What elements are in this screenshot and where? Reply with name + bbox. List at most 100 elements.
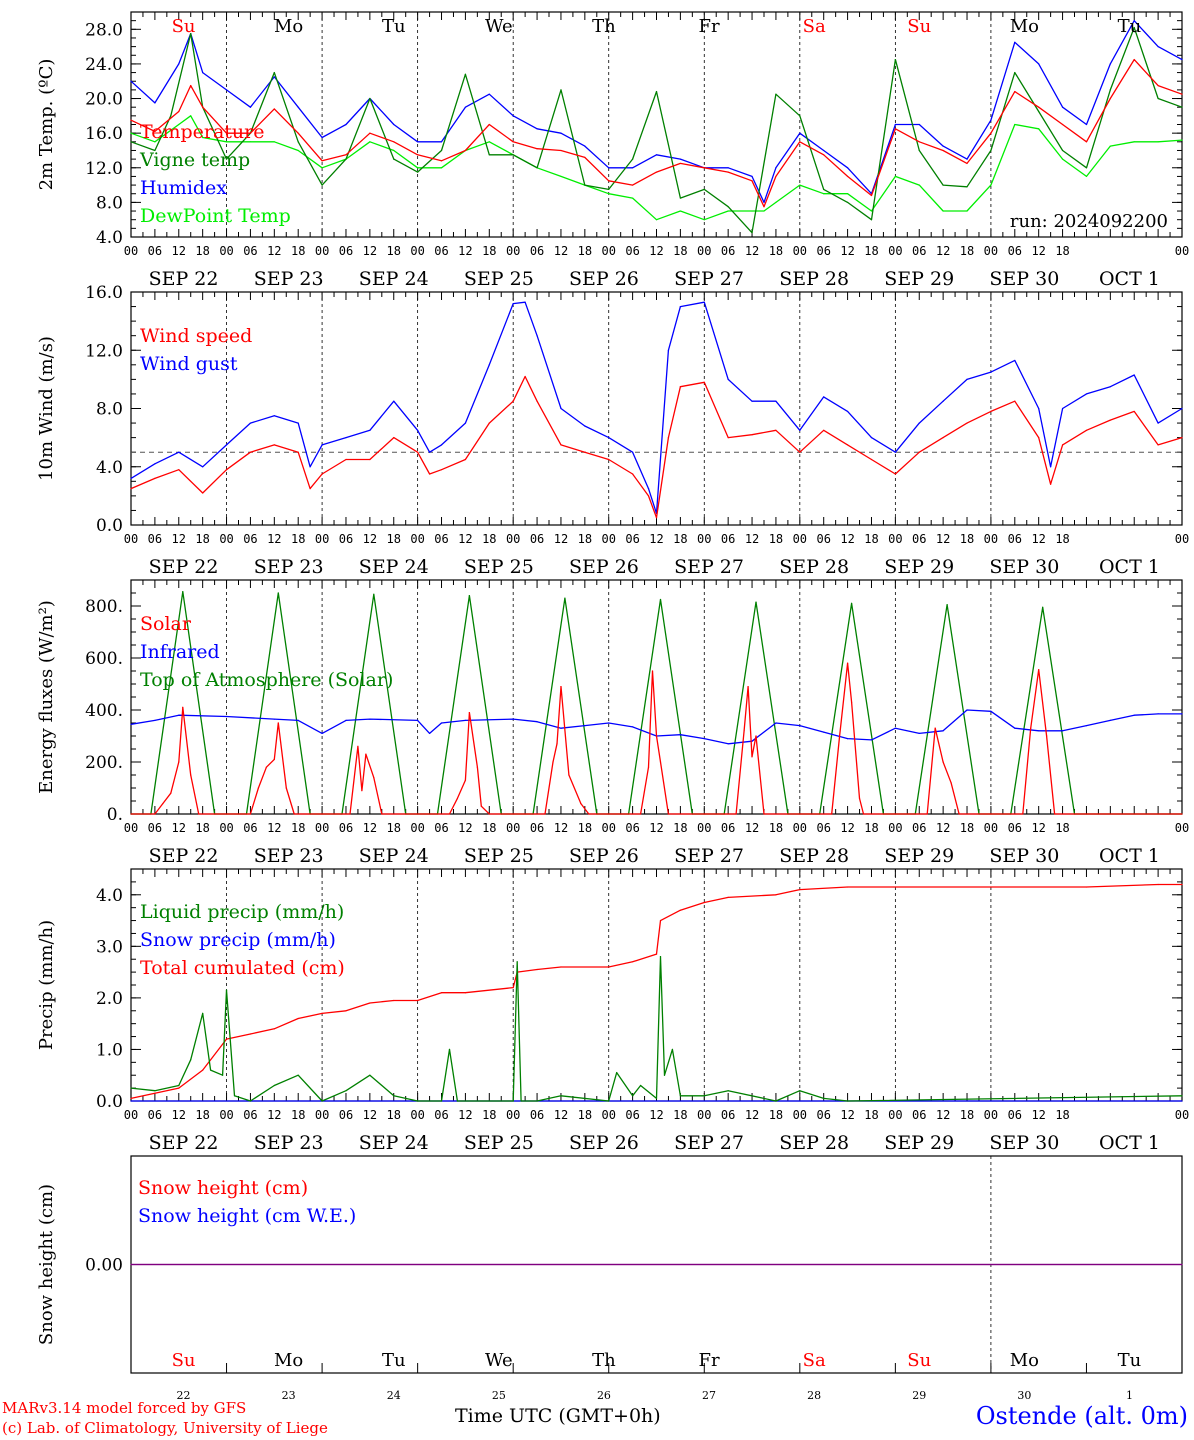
data-point (918, 149, 920, 152)
data-point (1085, 141, 1088, 143)
data-point (1181, 883, 1183, 886)
hour-tick-label: 06 (148, 532, 162, 546)
data-point (608, 966, 610, 968)
data-point (918, 123, 920, 126)
hour-tick-label: 12 (172, 821, 186, 835)
hour-tick-label: 12 (745, 244, 759, 258)
data-point (846, 201, 849, 203)
data-point (130, 1087, 132, 1089)
data-point (1109, 89, 1111, 91)
hour-tick-label: 00 (984, 244, 998, 258)
data-point (225, 715, 228, 718)
hour-tick-label: 18 (769, 1108, 783, 1122)
data-point (751, 210, 753, 212)
hour-tick-label: 12 (458, 244, 472, 258)
data-point (1109, 719, 1111, 722)
data-point (580, 803, 582, 805)
data-point (870, 194, 873, 197)
data-point (202, 466, 204, 468)
data-point (321, 160, 323, 162)
data-point (488, 813, 490, 815)
data-point (846, 167, 849, 169)
data-point (608, 180, 610, 182)
data-point (480, 805, 482, 807)
panel-frame (130, 579, 1183, 815)
data-point (512, 400, 514, 402)
data-point (162, 803, 164, 805)
data-point (373, 777, 375, 779)
hour-tick-label: 12 (363, 1108, 377, 1122)
data-point (990, 410, 992, 413)
hour-tick-label: 00 (602, 1108, 616, 1122)
data-point (588, 813, 590, 815)
hour-tick-label: 00 (410, 821, 424, 835)
data-point (1157, 84, 1159, 87)
data-point (468, 712, 470, 714)
data-point (1061, 158, 1064, 160)
data-point (616, 1072, 618, 1074)
data-point (488, 364, 490, 366)
hour-tick-label: 18 (673, 1108, 687, 1122)
data-point (225, 132, 228, 134)
hour-tick-label: 06 (243, 532, 257, 546)
data-point (990, 132, 992, 134)
hour-tick-label: 00 (506, 532, 520, 546)
data-point (417, 451, 419, 453)
hour-tick-label: 18 (960, 1108, 974, 1122)
data-point (1085, 175, 1088, 178)
data-point (942, 145, 944, 147)
data-point (894, 813, 896, 815)
data-point (369, 1002, 371, 1004)
hour-tick-label: 06 (339, 821, 353, 835)
data-point (727, 171, 729, 173)
day-number-label: 27 (702, 1389, 716, 1402)
hour-tick-label: 12 (840, 244, 854, 258)
data-point (249, 422, 252, 424)
y-tick-label: 4.0 (96, 228, 123, 248)
data-point (349, 813, 351, 815)
hour-tick-label: 00 (124, 821, 138, 835)
data-point (703, 1095, 705, 1097)
data-point (942, 437, 944, 439)
hour-tick-label: 18 (291, 1108, 305, 1122)
hour-tick-label: 18 (864, 532, 878, 546)
data-point (154, 141, 156, 143)
hour-tick-label: 00 (506, 1108, 520, 1122)
data-point (417, 813, 419, 815)
data-point (727, 743, 729, 745)
data-point (273, 141, 275, 143)
data-point (1109, 386, 1111, 388)
date-label: SEP 26 (569, 268, 639, 290)
data-point (190, 33, 192, 35)
hour-tick-label: 12 (267, 244, 281, 258)
hour-tick-label: 18 (578, 244, 592, 258)
data-point (1181, 1263, 1183, 1266)
y-tick-label: 20.0 (85, 90, 123, 110)
data-point (990, 710, 992, 712)
data-point (1038, 128, 1040, 130)
data-point (990, 119, 992, 121)
hour-tick-label: 06 (721, 1108, 735, 1122)
y-tick-label: 28.0 (85, 20, 123, 40)
series-line-top-of-atmosphere-solar- (131, 591, 1182, 815)
date-label: SEP 24 (359, 845, 429, 867)
data-point (1022, 813, 1024, 815)
data-point (1085, 429, 1088, 431)
data-point (190, 774, 192, 776)
hour-tick-label: 00 (793, 244, 807, 258)
hour-tick-label: 00 (984, 821, 998, 835)
data-point (966, 162, 968, 165)
data-point (918, 184, 920, 186)
date-label: SEP 28 (779, 268, 849, 290)
data-point (1181, 93, 1183, 95)
hour-tick-label: 06 (816, 244, 830, 258)
data-point (417, 154, 419, 156)
data-point (703, 813, 705, 815)
hour-tick-label: 18 (960, 532, 974, 546)
data-point (966, 158, 968, 160)
data-point (632, 961, 634, 963)
hour-tick-label: 06 (243, 244, 257, 258)
data-point (345, 123, 347, 126)
date-label: SEP 27 (674, 556, 744, 578)
legend-entry: Snow height (cm) (138, 1177, 308, 1199)
